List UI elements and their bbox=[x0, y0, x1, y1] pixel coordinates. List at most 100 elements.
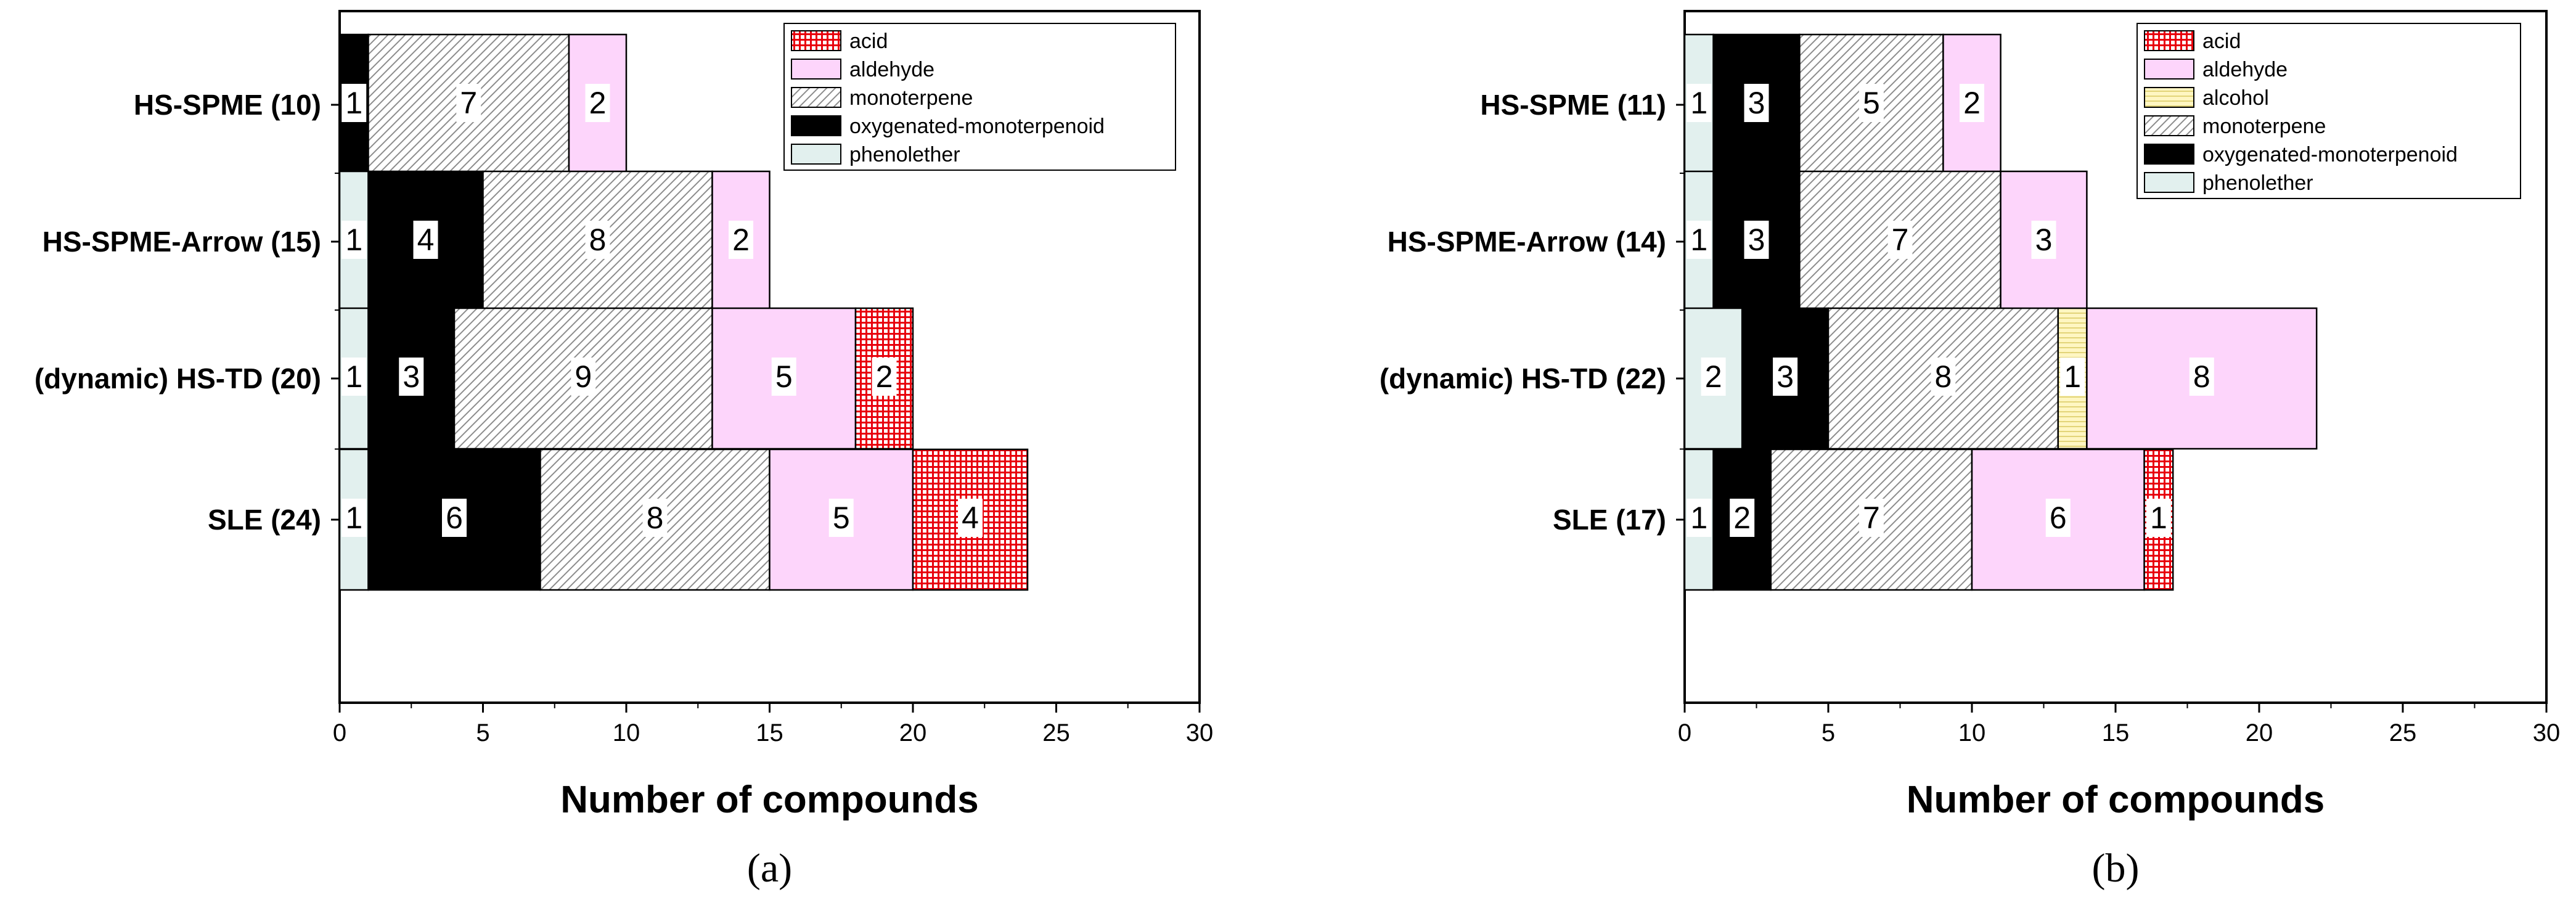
category-label: (dynamic) HS-TD (20) bbox=[35, 362, 321, 395]
data-label-box bbox=[341, 221, 367, 259]
data-label: 7 bbox=[460, 86, 477, 120]
data-label: 3 bbox=[1748, 223, 1765, 257]
data-label: 3 bbox=[1748, 86, 1765, 120]
x-tick-label: 20 bbox=[899, 719, 927, 746]
category-label: SLE (17) bbox=[1553, 504, 1666, 536]
data-label: 6 bbox=[446, 501, 463, 535]
data-label: 1 bbox=[345, 223, 362, 257]
x-tick-label: 25 bbox=[2389, 719, 2417, 746]
x-tick-label: 0 bbox=[1678, 719, 1691, 746]
legend-label: aldehyde bbox=[849, 58, 934, 81]
x-axis-title: Number of compounds bbox=[1907, 779, 2325, 821]
legend-swatch-monoterpene bbox=[791, 87, 841, 108]
data-label: 1 bbox=[1690, 86, 1707, 120]
data-label-box bbox=[828, 499, 854, 537]
data-label-box bbox=[341, 358, 367, 396]
data-label: 7 bbox=[1863, 501, 1880, 535]
data-label: 1 bbox=[2150, 501, 2167, 535]
data-label: 2 bbox=[589, 86, 607, 120]
chart-panel-b: 1 3 5 2 HS-SPME (11) 1 3 7 3 HS-SPME-Arrow (14) 2 3… bbox=[1380, 10, 2561, 891]
data-label-box bbox=[1858, 499, 1884, 537]
x-tick-label: 0 bbox=[333, 719, 346, 746]
data-label: 6 bbox=[2050, 501, 2067, 535]
data-label-box bbox=[958, 499, 983, 537]
data-label: 2 bbox=[876, 359, 893, 394]
category-label: SLE (24) bbox=[208, 504, 321, 536]
x-tick-label: 25 bbox=[1042, 719, 1070, 746]
data-label: 3 bbox=[1777, 359, 1794, 394]
panel-label: (a) bbox=[747, 846, 792, 891]
data-label-box bbox=[1773, 358, 1798, 396]
x-axis-title: Number of compounds bbox=[560, 779, 979, 821]
legend-label: oxygenated-monoterpenoid bbox=[849, 115, 1105, 138]
data-label: 2 bbox=[1705, 359, 1722, 394]
legend-label: acid bbox=[849, 30, 888, 53]
data-label: 1 bbox=[1690, 223, 1707, 257]
data-label-box bbox=[585, 221, 610, 259]
data-label-box bbox=[2146, 499, 2171, 537]
bar-segment-acid bbox=[854, 307, 914, 450]
category-label: HS-SPME (10) bbox=[134, 89, 321, 121]
data-label-box bbox=[1887, 221, 1913, 259]
category-label: HS-SPME-Arrow (15) bbox=[43, 226, 321, 258]
legend-swatch-phenolether bbox=[2144, 172, 2194, 193]
legend-swatch-alcohol bbox=[2144, 87, 2194, 108]
data-label: 1 bbox=[345, 501, 362, 535]
data-label: 1 bbox=[1690, 501, 1707, 535]
x-tick-label: 5 bbox=[476, 719, 489, 746]
x-tick-label: 15 bbox=[2102, 719, 2130, 746]
data-label-box bbox=[729, 221, 753, 259]
data-label: 1 bbox=[345, 359, 362, 394]
data-label-box bbox=[456, 84, 481, 122]
data-label: 7 bbox=[1892, 223, 1909, 257]
data-label: 3 bbox=[403, 359, 420, 394]
x-tick-label: 30 bbox=[2533, 719, 2561, 746]
data-label: 5 bbox=[1863, 86, 1880, 120]
data-label-box bbox=[1858, 84, 1884, 122]
data-label-box bbox=[1701, 358, 1726, 396]
category-label: HS-SPME (11) bbox=[1480, 89, 1666, 121]
data-label-box bbox=[399, 358, 424, 396]
data-label-box bbox=[1744, 221, 1769, 259]
legend-swatch-oxy bbox=[791, 115, 841, 136]
data-label-box bbox=[341, 84, 367, 122]
data-label: 2 bbox=[1963, 86, 1981, 120]
category-label: (dynamic) HS-TD (22) bbox=[1380, 362, 1666, 395]
legend-label: monoterpene bbox=[849, 86, 973, 110]
legend-box bbox=[2136, 23, 2521, 199]
legend-swatch-oxy bbox=[2144, 144, 2194, 165]
data-label-box bbox=[341, 499, 367, 537]
data-label: 2 bbox=[732, 223, 750, 257]
data-label: 8 bbox=[2193, 359, 2210, 394]
data-label-box bbox=[1687, 499, 1712, 537]
data-label-box bbox=[1687, 221, 1712, 259]
legend-label: monoterpene bbox=[2202, 115, 2326, 138]
x-tick-label: 10 bbox=[613, 719, 640, 746]
data-label-box bbox=[1960, 84, 1984, 122]
legend-label: phenolether bbox=[2202, 171, 2313, 195]
data-label-box bbox=[2045, 499, 2071, 537]
data-label: 9 bbox=[574, 359, 592, 394]
x-tick-label: 15 bbox=[756, 719, 783, 746]
x-tick-label: 5 bbox=[1822, 719, 1835, 746]
data-label-box bbox=[2060, 358, 2085, 396]
legend-box bbox=[783, 23, 1176, 171]
legend: acid aldehyde alcohol monoterpene oxygenated… bbox=[2136, 23, 2521, 199]
data-label-box bbox=[442, 499, 467, 537]
data-label: 5 bbox=[775, 359, 793, 394]
legend-swatch-aldehyde bbox=[2144, 59, 2194, 80]
legend-swatch-aldehyde bbox=[791, 59, 841, 80]
data-label: 4 bbox=[962, 501, 979, 535]
data-label: 8 bbox=[647, 501, 664, 535]
data-label-box bbox=[872, 358, 897, 396]
data-label-box bbox=[771, 358, 796, 396]
data-label: 1 bbox=[2064, 359, 2081, 394]
legend-swatch-acid bbox=[2144, 30, 2194, 51]
data-label: 3 bbox=[2035, 223, 2053, 257]
data-label-box bbox=[2189, 358, 2214, 396]
data-label: 8 bbox=[589, 223, 607, 257]
data-label: 8 bbox=[1934, 359, 1952, 394]
data-label-box bbox=[571, 358, 596, 396]
